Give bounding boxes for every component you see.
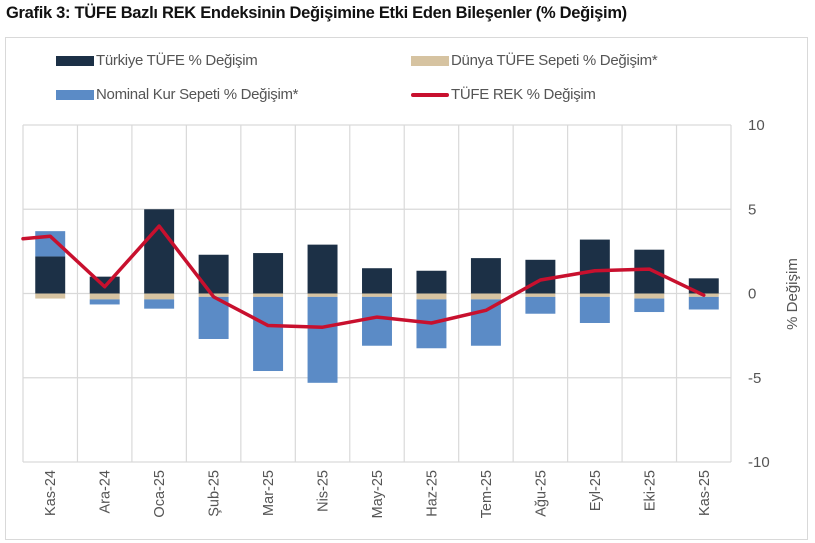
bar-turkiye bbox=[416, 270, 447, 294]
bar-dunya bbox=[89, 293, 120, 300]
bar-nominal bbox=[579, 296, 610, 323]
bar-nominal bbox=[525, 296, 556, 314]
bar-nominal bbox=[253, 296, 284, 372]
bar-turkiye bbox=[579, 239, 610, 294]
legend-label: Türkiye TÜFE % Değişim bbox=[96, 52, 258, 69]
bar-dunya bbox=[307, 293, 338, 297]
chart-frame bbox=[5, 37, 808, 540]
x-tick-label: Ara-24 bbox=[98, 470, 114, 514]
bar-turkiye bbox=[198, 254, 229, 294]
legend-line bbox=[411, 92, 449, 97]
bar-nominal bbox=[470, 299, 501, 346]
x-tick-label: Şub-25 bbox=[207, 470, 223, 517]
legend-swatch bbox=[411, 55, 449, 66]
bar-turkiye bbox=[253, 253, 284, 294]
legend-item-dunya: Dünya TÜFE Sepeti % Değişim* bbox=[411, 52, 658, 69]
legend-label: Dünya TÜFE Sepeti % Değişim* bbox=[451, 52, 658, 69]
bar-dunya bbox=[362, 293, 392, 297]
bar-turkiye bbox=[144, 209, 175, 294]
x-tick-label: Ağu-25 bbox=[533, 470, 549, 517]
bar-nominal bbox=[634, 298, 665, 313]
y-tick-label: 0 bbox=[748, 286, 756, 303]
chart-title: Grafik 3: TÜFE Bazlı REK Endeksinin Deği… bbox=[6, 4, 627, 22]
legend-label: Nominal Kur Sepeti % Değişim* bbox=[96, 86, 299, 103]
bar-dunya bbox=[470, 293, 501, 300]
x-tick-label: Eyl-25 bbox=[588, 470, 604, 511]
x-tick-label: Nis-25 bbox=[316, 470, 332, 512]
bar-turkiye bbox=[362, 268, 392, 294]
x-tick-label: Eki-25 bbox=[642, 470, 658, 511]
line-rek bbox=[21, 224, 706, 329]
x-tick-label: Kas-24 bbox=[43, 470, 59, 516]
legend-item-nominal: Nominal Kur Sepeti % Değişim* bbox=[56, 86, 299, 103]
legend-item-rek: TÜFE REK % Değişim bbox=[411, 86, 596, 103]
x-tick-label: Haz-25 bbox=[424, 470, 440, 517]
bar-turkiye bbox=[634, 249, 665, 294]
x-tick-label: Tem-25 bbox=[479, 470, 495, 518]
bar-nominal bbox=[688, 296, 719, 310]
bar-nominal bbox=[307, 296, 338, 383]
bar-dunya bbox=[253, 293, 284, 297]
x-tick-label: May-25 bbox=[370, 470, 386, 518]
bar-turkiye bbox=[35, 256, 66, 294]
legend-label: TÜFE REK % Değişim bbox=[451, 86, 596, 103]
legend-item-turkiye: Türkiye TÜFE % Değişim bbox=[56, 52, 258, 69]
bar-nominal bbox=[144, 299, 175, 309]
x-tick-label: Mar-25 bbox=[261, 470, 277, 516]
bar-dunya bbox=[416, 293, 447, 300]
y-tick-label: -5 bbox=[748, 370, 761, 387]
bar-dunya bbox=[144, 293, 175, 300]
bar-turkiye bbox=[470, 258, 501, 294]
bar-dunya bbox=[35, 293, 66, 299]
y-tick-label: 5 bbox=[748, 201, 756, 218]
x-tick-label: Oca-25 bbox=[152, 470, 168, 518]
bar-nominal bbox=[362, 296, 392, 346]
y-tick-label: -10 bbox=[748, 454, 770, 471]
legend-swatch bbox=[56, 89, 94, 100]
bar-nominal bbox=[89, 299, 120, 305]
bar-dunya bbox=[579, 293, 610, 297]
bar-dunya bbox=[525, 293, 556, 297]
bar-turkiye bbox=[307, 244, 338, 294]
y-axis-title: % Değişim bbox=[784, 258, 801, 330]
legend-swatch bbox=[56, 55, 94, 66]
x-tick-label: Kas-25 bbox=[697, 470, 713, 516]
bar-dunya bbox=[634, 293, 665, 299]
y-tick-label: 10 bbox=[748, 117, 765, 134]
